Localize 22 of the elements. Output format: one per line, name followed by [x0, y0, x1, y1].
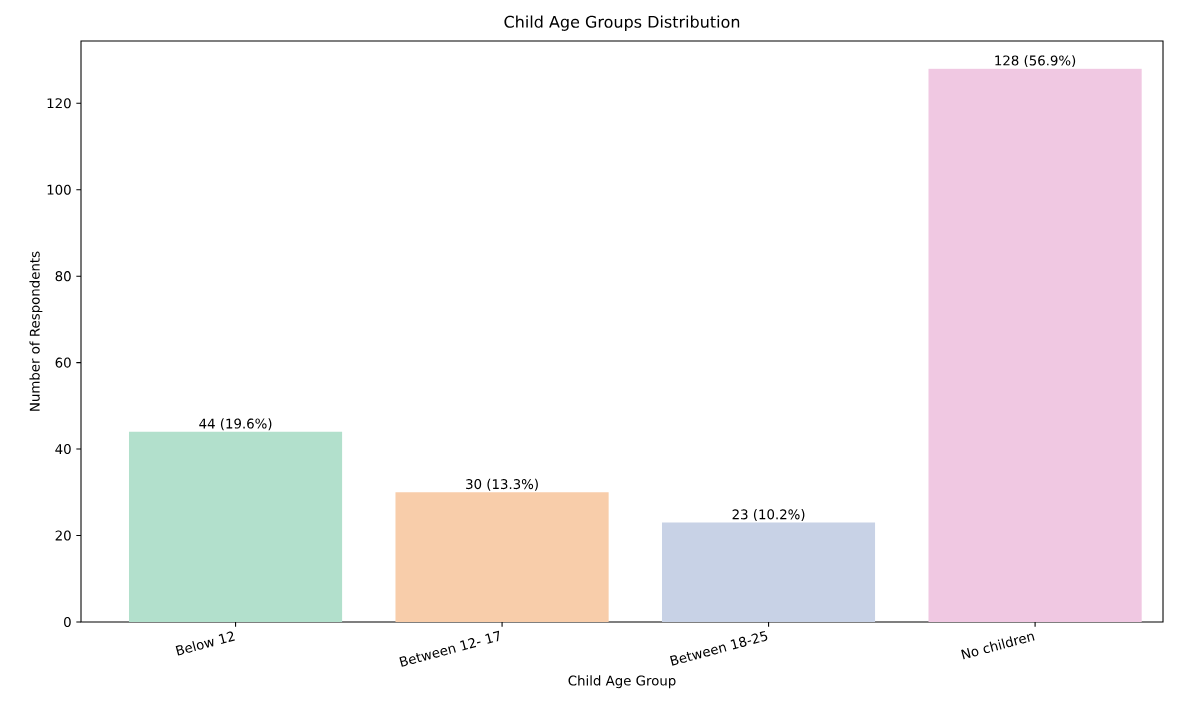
- x-tick-label: Below 12: [175, 631, 235, 656]
- data-label: 128 (56.9%): [995, 55, 1076, 68]
- data-label: 23 (10.2%): [732, 509, 805, 521]
- y-tick-label: 60: [55, 357, 71, 368]
- chart-title: Child Age Groups Distribution: [504, 15, 740, 31]
- y-tick-label: 20: [55, 530, 71, 541]
- y-tick-label: 120: [47, 98, 71, 109]
- x-tick-label: No children: [961, 633, 1035, 660]
- y-tick-label: 100: [47, 184, 71, 195]
- bar: [661, 522, 876, 622]
- bar: [128, 431, 343, 622]
- y-tick-label: 0: [64, 616, 71, 628]
- data-label: 44 (19.6%): [199, 418, 272, 431]
- x-tick-label: Between 18-25: [669, 630, 768, 666]
- bar: [928, 68, 1142, 622]
- bar: [395, 492, 609, 622]
- y-axis-title: Number of Respondents: [29, 251, 43, 411]
- data-label: 30 (13.3%): [466, 478, 538, 491]
- x-tick-label: Between 12- 17: [399, 630, 500, 667]
- x-axis-title: Child Age Group: [568, 675, 676, 689]
- y-tick-label: 40: [55, 444, 71, 455]
- y-tick-label: 80: [55, 271, 71, 282]
